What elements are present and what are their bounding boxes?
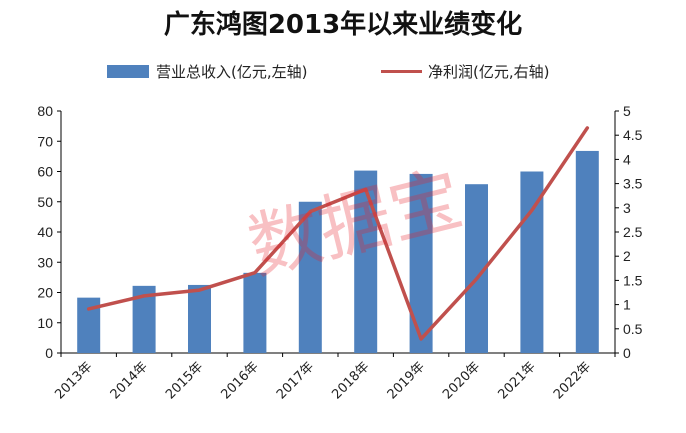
x-tick-label: 2016年 bbox=[219, 359, 262, 402]
line-profit bbox=[86, 126, 590, 341]
y-right-tick-label: 3 bbox=[623, 200, 631, 216]
x-tick-label: 2019年 bbox=[385, 359, 428, 402]
x-tick-label: 2014年 bbox=[108, 359, 151, 402]
y-right-tick-label: 3.5 bbox=[623, 176, 643, 192]
y-right-tick-label: 5 bbox=[623, 103, 631, 119]
y-left-tick-label: 10 bbox=[37, 315, 53, 331]
bar-revenue bbox=[465, 184, 488, 353]
y-left-tick-label: 50 bbox=[37, 194, 53, 210]
y-right-tick-label: 2 bbox=[623, 248, 631, 264]
legend-label-profit: 净利润(亿元,右轴) bbox=[428, 63, 549, 81]
x-tick-label: 2018年 bbox=[329, 359, 372, 402]
y-right-tick-label: 0 bbox=[623, 345, 631, 361]
legend-label-revenue: 营业总收入(亿元,左轴) bbox=[156, 63, 307, 81]
bar-revenue bbox=[409, 173, 433, 353]
y-left-tick-label: 80 bbox=[37, 103, 53, 119]
y-left-tick-label: 60 bbox=[37, 164, 53, 180]
x-tick-label: 2017年 bbox=[274, 359, 317, 402]
bar-revenue bbox=[243, 272, 267, 353]
y-left-tick-label: 0 bbox=[45, 345, 53, 361]
bar-revenue bbox=[77, 297, 101, 353]
y-right-tick-label: 2.5 bbox=[623, 224, 643, 240]
y-left-tick-label: 20 bbox=[37, 285, 53, 301]
x-tick-label: 2020年 bbox=[440, 359, 483, 402]
bar-revenue bbox=[298, 201, 322, 353]
x-tick-label: 2013年 bbox=[52, 359, 95, 402]
legend: 营业总收入(亿元,左轴) 净利润(亿元,右轴) bbox=[107, 63, 549, 81]
bar-revenue bbox=[132, 285, 156, 353]
y-left-tick-label: 40 bbox=[37, 224, 53, 240]
y-left-tick-label: 70 bbox=[37, 133, 53, 149]
y-right-tick-label: 1 bbox=[623, 297, 631, 313]
x-tick-label: 2015年 bbox=[163, 359, 206, 402]
y-right-tick-label: 4 bbox=[623, 151, 631, 167]
y-right-tick-label: 0.5 bbox=[623, 321, 643, 337]
x-tick-label: 2022年 bbox=[551, 359, 594, 402]
y-right-tick-label: 1.5 bbox=[623, 272, 643, 288]
chart-title: 广东鸿图2013年以来业绩变化 bbox=[164, 9, 522, 40]
x-tick-label: 2021年 bbox=[496, 359, 539, 402]
y-right-tick-label: 4.5 bbox=[623, 127, 643, 143]
bar-revenue bbox=[188, 284, 211, 353]
y-left-tick-label: 30 bbox=[37, 254, 53, 270]
bar-revenue bbox=[575, 150, 599, 353]
bar-revenue bbox=[354, 170, 378, 353]
legend-swatch-revenue bbox=[107, 65, 149, 78]
